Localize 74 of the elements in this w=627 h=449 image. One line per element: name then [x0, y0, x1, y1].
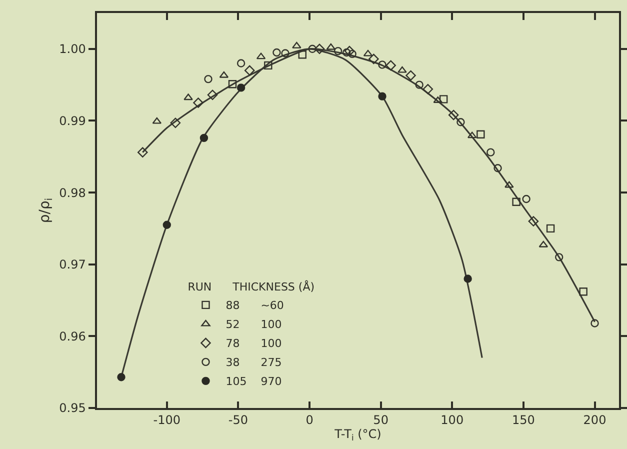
point — [342, 48, 351, 57]
point — [398, 66, 407, 73]
point — [204, 74, 212, 84]
point — [137, 147, 148, 158]
legend-label: 88 ~60 — [226, 299, 284, 312]
x-tick-label: 50 — [373, 413, 388, 428]
point — [522, 194, 530, 204]
point — [236, 59, 246, 68]
legend-title: RUN THICKNESS (Å) — [188, 279, 315, 294]
y-tick-label: 0.97 — [59, 258, 86, 272]
point — [152, 117, 162, 124]
x-tick-label: -50 — [228, 413, 248, 428]
point — [292, 42, 302, 48]
legend-label: 52 100 — [226, 318, 282, 332]
point — [504, 181, 514, 188]
point — [546, 224, 555, 233]
point — [170, 118, 181, 128]
point — [256, 52, 266, 60]
point — [406, 70, 416, 81]
point — [538, 240, 548, 248]
point — [448, 110, 459, 120]
point — [184, 94, 193, 100]
point — [334, 46, 342, 56]
point — [308, 44, 316, 54]
point — [439, 95, 448, 104]
y-tick-label: 0.99 — [59, 114, 86, 128]
point — [464, 274, 472, 283]
y-tick-label: 0.95 — [59, 401, 86, 416]
point — [348, 50, 356, 58]
point — [378, 60, 386, 69]
point — [162, 220, 171, 229]
point — [207, 90, 218, 100]
point — [467, 132, 477, 138]
legend-label: 78 100 — [226, 337, 282, 350]
point — [117, 373, 126, 382]
point — [368, 54, 379, 64]
point — [476, 130, 485, 138]
x-tick-label: 150 — [512, 413, 535, 428]
y-tick-label: 0.98 — [59, 186, 86, 200]
point — [200, 134, 208, 142]
point — [579, 288, 588, 296]
point — [486, 148, 495, 156]
y-tick-label: 1.00 — [59, 42, 86, 56]
point — [244, 65, 255, 76]
point — [555, 253, 564, 262]
point — [272, 48, 281, 57]
legend-label: 38 275 — [226, 356, 282, 370]
x-axis-title: T-T$_{i}$ (°C) — [334, 427, 382, 443]
x-tick-label: 200 — [583, 413, 606, 428]
point — [193, 98, 204, 108]
point — [494, 164, 502, 172]
x-tick-label: 100 — [440, 413, 464, 428]
y-tick-label: 0.96 — [59, 329, 86, 344]
point — [528, 216, 539, 226]
point — [415, 80, 424, 89]
x-tick-label: 0 — [306, 413, 314, 428]
legend-label: 105 970 — [226, 375, 282, 388]
point — [386, 60, 396, 71]
point — [314, 44, 325, 54]
point — [512, 198, 520, 206]
point — [363, 50, 373, 56]
point — [236, 84, 246, 92]
point — [456, 118, 465, 126]
point — [219, 71, 229, 78]
point — [378, 92, 386, 100]
point — [344, 46, 355, 56]
x-tick-label: -100 — [153, 413, 181, 428]
point — [228, 80, 237, 88]
point — [590, 319, 599, 328]
point — [422, 84, 434, 94]
point — [326, 43, 336, 50]
point — [281, 49, 290, 58]
point — [264, 61, 272, 70]
point — [298, 50, 306, 59]
